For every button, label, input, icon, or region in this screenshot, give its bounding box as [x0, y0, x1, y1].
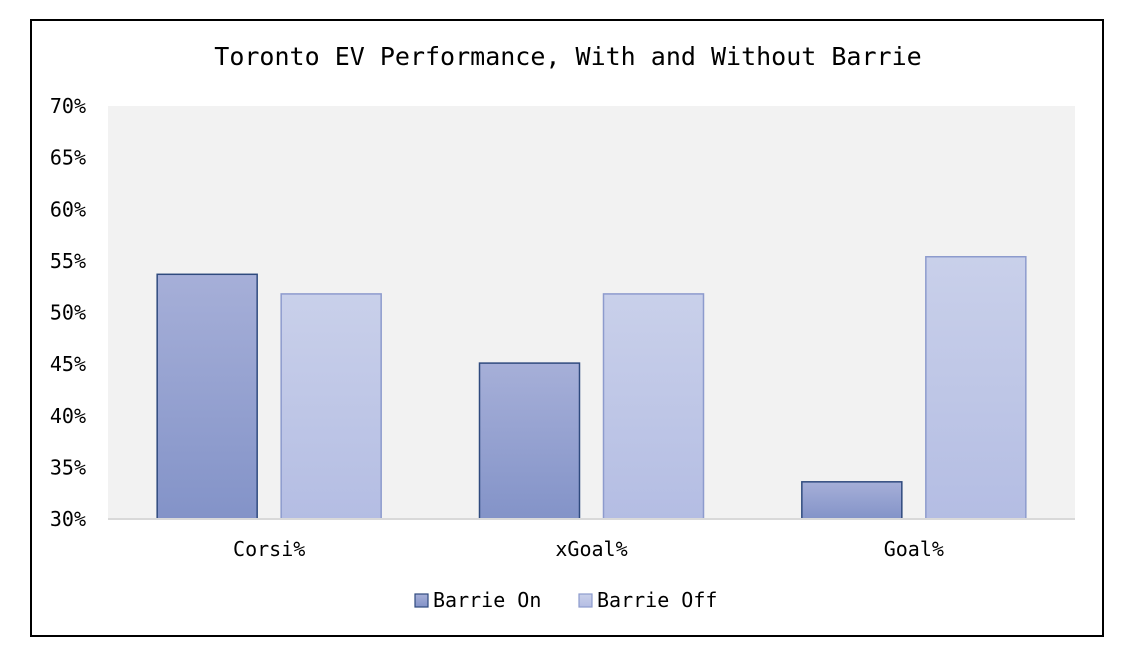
- y-axis-ticks: 30% 35% 40% 45% 50% 55% 60% 65% 70%: [50, 94, 86, 531]
- x-axis-labels: Corsi% xGoal% Goal%: [233, 537, 944, 561]
- bar-barrie-on: [801, 481, 903, 520]
- legend-item-barrie-off: Barrie Off: [578, 588, 717, 612]
- y-tick-label: 45%: [50, 352, 86, 376]
- legend: Barrie On Barrie Off: [414, 588, 717, 612]
- y-tick-label: 55%: [50, 249, 86, 273]
- y-tick-label: 60%: [50, 197, 86, 221]
- y-tick-label: 70%: [50, 94, 86, 118]
- legend-item-barrie-on: Barrie On: [414, 588, 541, 612]
- bar-barrie-on: [156, 273, 258, 520]
- plot-area: [108, 106, 1075, 519]
- y-tick-label: 30%: [50, 507, 86, 531]
- y-tick-label: 35%: [50, 455, 86, 479]
- x-tick-label: Goal%: [884, 537, 944, 561]
- bar-barrie-off: [925, 255, 1027, 520]
- legend-label: Barrie On: [433, 588, 541, 612]
- x-tick-label: Corsi%: [233, 537, 305, 561]
- y-tick-label: 50%: [50, 301, 86, 325]
- bar-barrie-off: [280, 293, 382, 520]
- bars: [156, 255, 1027, 520]
- legend-swatch: [578, 593, 593, 608]
- x-tick-label: xGoal%: [555, 537, 627, 561]
- y-tick-label: 65%: [50, 146, 86, 170]
- bar-barrie-on: [478, 362, 581, 520]
- bar-barrie-off: [602, 293, 705, 520]
- legend-label: Barrie Off: [597, 588, 717, 612]
- legend-swatch: [414, 593, 429, 608]
- chart-title: Toronto EV Performance, With and Without…: [214, 42, 921, 71]
- y-tick-label: 40%: [50, 404, 86, 428]
